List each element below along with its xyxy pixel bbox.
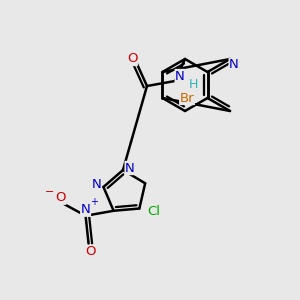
Text: N: N [229, 58, 239, 71]
Text: O: O [55, 191, 66, 204]
Text: N: N [92, 178, 101, 191]
Text: +: + [90, 197, 98, 207]
Text: Cl: Cl [147, 205, 160, 218]
Text: H: H [188, 77, 198, 91]
Text: N: N [175, 70, 185, 83]
Text: −: − [45, 187, 54, 197]
Text: O: O [85, 245, 96, 258]
Text: Br: Br [180, 92, 194, 104]
Text: O: O [127, 52, 137, 65]
Text: N: N [125, 161, 135, 175]
Text: N: N [81, 203, 91, 216]
